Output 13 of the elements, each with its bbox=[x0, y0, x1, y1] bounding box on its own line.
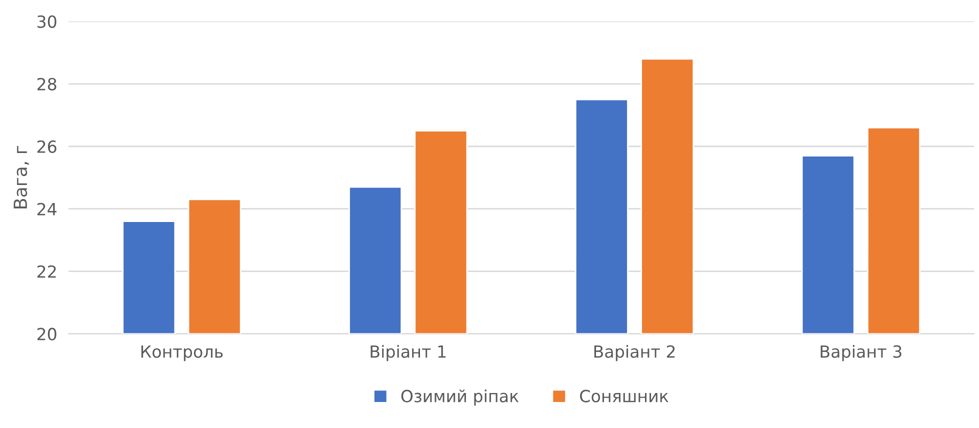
x-tick-label: Варіант 2 bbox=[594, 344, 675, 362]
x-tick-label: Віріант 1 bbox=[370, 344, 446, 362]
y-axis-title: Вага, г bbox=[14, 146, 29, 208]
x-tick-label: Варіант 3 bbox=[820, 344, 902, 362]
y-tick-label: 22 bbox=[37, 265, 56, 278]
y-tick-label: 20 bbox=[37, 328, 56, 340]
y-tick-label: 24 bbox=[37, 202, 56, 216]
y-tick-label: 26 bbox=[37, 140, 56, 153]
legend-label: Озимий ріпак bbox=[401, 389, 519, 406]
x-tick-label: Контроль bbox=[141, 345, 223, 362]
y-tick-label: 30 bbox=[37, 15, 56, 28]
legend-label: Соняшник bbox=[580, 390, 668, 402]
y-tick-label: 28 bbox=[37, 78, 56, 90]
